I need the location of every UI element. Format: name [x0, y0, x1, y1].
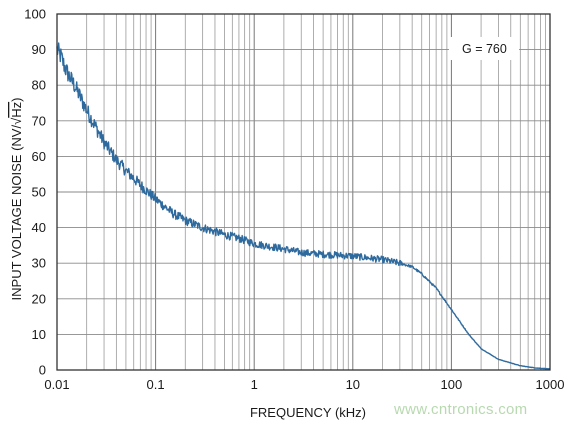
annotation-box	[449, 37, 519, 60]
y-tick-label: 0	[39, 363, 46, 378]
y-tick-label: 60	[32, 149, 46, 164]
x-tick-label: 100	[441, 377, 463, 392]
y-tick-label: 30	[32, 256, 46, 271]
y-tick-label: 40	[32, 220, 46, 235]
y-tick-label: 70	[32, 113, 46, 128]
x-tick-label: 1	[251, 377, 258, 392]
y-tick-label: 10	[32, 327, 46, 342]
x-axis-title: FREQUENCY (kHz)	[250, 405, 366, 420]
y-tick-labels: 0 10 20 30 40 50 60 70 80 90 100	[24, 7, 46, 378]
y-tick-label: 20	[32, 291, 46, 306]
x-tick-label: 0.01	[44, 377, 69, 392]
watermark: www.cntronics.com	[394, 401, 528, 418]
annotation: G = 760	[449, 37, 519, 60]
x-tick-label: 10	[346, 377, 360, 392]
y-axis-title-radical: √	[9, 117, 24, 125]
x-tick-labels: 0.01 0.1 1 10 100 1000	[44, 377, 564, 392]
y-tick-label: 100	[24, 7, 46, 22]
y-axis-title: INPUT VOLTAGE NOISE (NV/√Hz)	[9, 98, 24, 301]
plot-frame	[56, 13, 551, 371]
y-tick-label: 50	[32, 185, 46, 200]
y-tick-label: 80	[32, 78, 46, 93]
series-line	[56, 42, 551, 370]
annotation-label: G = 760	[462, 42, 507, 56]
x-tick-label: 0.1	[147, 377, 165, 392]
y-axis-title-prefix: INPUT VOLTAGE NOISE (NV/	[9, 125, 24, 301]
x-tick-label: 1000	[536, 377, 565, 392]
y-axis-title-hz: Hz	[9, 102, 24, 118]
y-tick-label: 90	[32, 42, 46, 57]
y-axis-title-suffix: )	[9, 98, 24, 102]
